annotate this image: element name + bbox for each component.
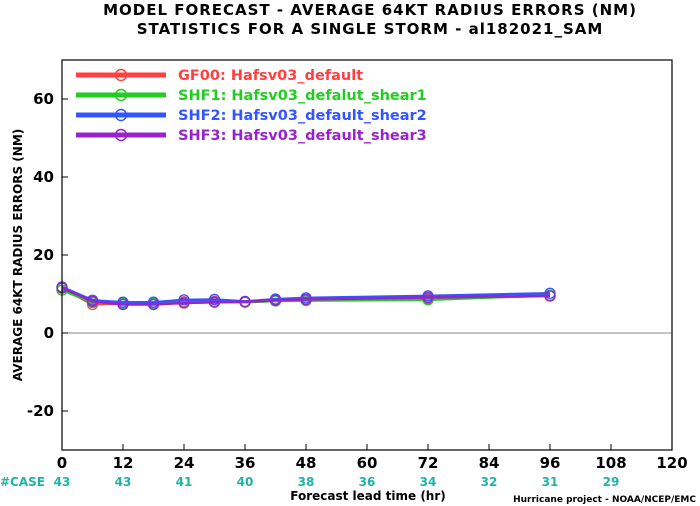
data-point — [178, 297, 190, 309]
data-point — [208, 296, 221, 308]
x-tick-label: 36 — [235, 454, 256, 472]
y-tick-label: 60 — [33, 90, 54, 108]
y-tick-label: 20 — [33, 246, 54, 264]
legend-label: SHF1: Hafsv03_defalut_shear1 — [178, 88, 427, 104]
x-tick-label: 84 — [479, 454, 500, 472]
x-tick-label: 120 — [656, 454, 687, 472]
chart-subtitle: STATISTICS FOR A SINGLE STORM - al182021… — [137, 20, 604, 38]
chart-title: MODEL FORECAST - AVERAGE 64KT RADIUS ERR… — [103, 1, 637, 19]
case-count: 38 — [298, 475, 315, 489]
case-count: 41 — [176, 475, 193, 489]
data-point — [422, 291, 434, 304]
data-point — [300, 293, 312, 306]
x-tick-label: 96 — [540, 454, 561, 472]
credit-text: Hurricane project - NOAA/NCEP/EMC — [513, 495, 696, 505]
x-tick-label: 72 — [418, 454, 439, 472]
data-point — [239, 296, 251, 308]
y-tick-labels: 60 40 20 0 -20 — [27, 90, 68, 420]
case-count: 31 — [542, 475, 559, 489]
y-tick-label: 0 — [44, 324, 54, 342]
legend-marker — [114, 108, 128, 122]
data-point — [208, 293, 221, 306]
case-count: 32 — [481, 475, 498, 489]
case-count: 34 — [420, 475, 437, 489]
y-tick-label: 40 — [33, 168, 54, 186]
data-point — [117, 298, 129, 311]
legend-label: SHF2: Hafsv03_default_shear2 — [178, 108, 427, 124]
case-count: 36 — [359, 475, 376, 489]
data-point — [86, 295, 99, 308]
x-axis-label: Forecast lead time (hr) — [290, 489, 446, 503]
y-tick-label: -20 — [27, 402, 54, 420]
legend: GF00: Hafsv03_default SHF1: Hafsv03_defal… — [76, 68, 427, 144]
x-tick-label: 60 — [357, 454, 378, 472]
case-count: 40 — [237, 475, 254, 489]
case-count: 43 — [54, 475, 71, 489]
x-tick-label: 48 — [296, 454, 317, 472]
series-layer — [56, 281, 556, 311]
legend-label: SHF3: Hafsv03_default_shear3 — [178, 128, 427, 144]
y-axis-label: AVERAGE 64KT RADIUS ERRORS (NM) — [11, 129, 25, 381]
data-point — [147, 298, 160, 311]
data-point — [269, 294, 282, 306]
x-tick-label: 24 — [174, 454, 195, 472]
data-point — [544, 290, 556, 302]
legend-label: GF00: Hafsv03_default — [178, 68, 363, 84]
case-count: 29 — [603, 475, 620, 489]
data-point — [544, 287, 556, 299]
data-point — [178, 294, 190, 306]
series-line — [61, 286, 551, 306]
legend-marker — [114, 88, 128, 102]
x-tick-label: 108 — [595, 454, 626, 472]
x-tick-labels: 0 12 24 36 48 60 72 84 96 108 120 — [57, 444, 688, 472]
legend-marker — [114, 128, 128, 142]
case-label: #CASE — [0, 475, 45, 489]
x-tick-label: 12 — [113, 454, 134, 472]
x-tick-label: 0 — [57, 454, 67, 472]
case-count: 43 — [115, 475, 132, 489]
series-line — [61, 285, 551, 304]
legend-marker — [114, 68, 128, 82]
case-counts: 43 43 41 40 38 36 34 32 31 29 — [54, 475, 620, 489]
